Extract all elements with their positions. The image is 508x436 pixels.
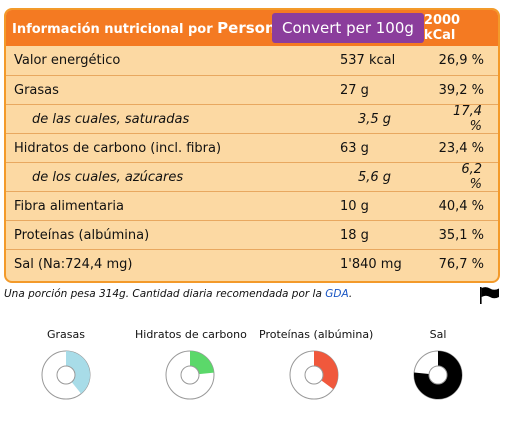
gauge-ring: [165, 350, 215, 400]
gauge: Grasas: [11, 328, 121, 401]
row-value: 27 g: [340, 82, 369, 98]
row-value: 63 g: [340, 140, 369, 156]
row-percent: 23,4 %: [438, 140, 484, 156]
gauge-label: Sal: [429, 328, 447, 341]
table-header: Información nutricional por Person Conve…: [6, 10, 498, 46]
row-label: de los cuales, azúcares: [32, 169, 184, 185]
row-value: 10 g: [340, 198, 369, 214]
table-row: de los cuales, azúcares 5,6 g 6,2 %: [6, 162, 498, 192]
row-value: 3,5 g: [358, 111, 392, 127]
gauge-label: Grasas: [47, 328, 85, 341]
row-value: 1'840 mg: [340, 256, 402, 272]
row-percent: 39,2 %: [438, 82, 484, 98]
table-row: Proteínas (albúmina) 18 g 35,1 %: [6, 220, 498, 249]
row-percent: 17,4 %: [453, 104, 482, 134]
gauge-label: Proteínas (albúmina): [259, 328, 374, 341]
row-percent: 26,9 %: [438, 53, 484, 68]
row-label: de las cuales, saturadas: [32, 111, 190, 127]
table-title: Información nutricional por Person: [12, 19, 276, 37]
table-row: Fibra alimentaria 10 g 40,4 %: [6, 191, 498, 220]
gauge-label: Hidratos de carbono: [135, 328, 247, 341]
table-row: Sal (Na:724,4 mg) 1'840 mg 76,7 %: [6, 249, 498, 278]
row-label: Fibra alimentaria: [14, 198, 124, 214]
row-percent: 35,1 %: [438, 227, 484, 243]
table-row: Valor energético 537 kcal 26,9 %: [6, 46, 498, 75]
row-label: Sal (Na:724,4 mg): [14, 256, 133, 272]
flag-icon[interactable]: [478, 285, 500, 305]
row-value: 5,6 g: [358, 169, 392, 185]
gauge-fill: [66, 351, 90, 394]
person-label: Person: [217, 19, 276, 37]
footnote: Una porción pesa 314g. Cantidad diaria r…: [4, 288, 353, 300]
convert-per-100g-button[interactable]: Convert per 100g: [272, 13, 424, 43]
gauge-ring: [289, 350, 339, 400]
row-label: Hidratos de carbono (incl. fibra): [14, 140, 222, 156]
gauge: Hidratos de carbono: [135, 328, 247, 401]
table-body: Valor energético 537 kcal 26,9 % Grasas 27 g…: [6, 46, 498, 278]
footnote-text: Una porción pesa 314g. Cantidad diaria r…: [4, 288, 322, 300]
table-row: de las cuales, saturadas 3,5 g 17,4 %: [6, 104, 498, 134]
gauge-fill: [414, 351, 462, 399]
gauge-fill: [190, 351, 214, 375]
gauge: Proteínas (albúmina): [259, 328, 374, 401]
gauge-ring: [41, 350, 91, 400]
row-label: Valor energético: [14, 53, 121, 68]
nutrition-table: Información nutricional por Person Conve…: [4, 8, 500, 283]
gauge-fill: [314, 351, 338, 390]
row-percent: 40,4 %: [438, 198, 484, 214]
gauge-row: Grasas Hidratos de carbono Proteínas (albú…: [0, 328, 508, 408]
row-value: 537 kcal: [340, 53, 396, 68]
row-percent: 76,7 %: [438, 256, 484, 272]
gauge-ring: [413, 350, 463, 400]
row-percent: 6,2 %: [461, 162, 482, 192]
gauge: Sal: [383, 328, 493, 401]
table-row: Hidratos de carbono (incl. fibra) 63 g 23,…: [6, 133, 498, 162]
row-label: Proteínas (albúmina): [14, 227, 150, 243]
row-value: 18 g: [340, 227, 369, 243]
gda-link[interactable]: GDA: [325, 288, 349, 300]
row-label: Grasas: [14, 82, 59, 98]
table-row: Grasas 27 g 39,2 %: [6, 75, 498, 104]
reference-kcal: 2000 kCal: [423, 13, 461, 43]
